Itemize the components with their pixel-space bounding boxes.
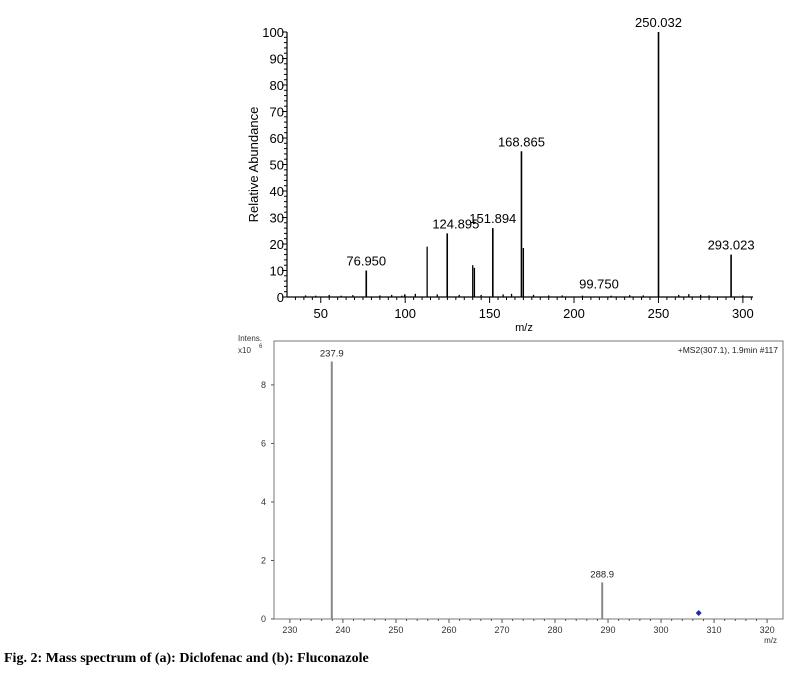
a-y-tick-label: 20 <box>270 237 284 252</box>
b-y-axis-unit-exponent: 6 <box>259 344 263 350</box>
b-x-tick-label: 260 <box>441 625 456 635</box>
a-peak-label: 124.895 <box>432 216 479 231</box>
a-peak-label: 151.894 <box>469 211 516 226</box>
a-y-tick-label: 10 <box>270 264 284 279</box>
a-x-tick-label: 250 <box>648 306 670 321</box>
a-peak-label: 99.750 <box>579 276 619 291</box>
b-x-tick-label: 300 <box>654 625 669 635</box>
b-y-tick-label: 4 <box>261 497 266 507</box>
b-x-tick-label: 230 <box>282 625 297 635</box>
a-y-tick-label: 40 <box>270 184 284 199</box>
b-peak-label: 288.9 <box>590 569 614 580</box>
a-peak-label: 293.023 <box>708 238 755 253</box>
a-peak-label: 168.865 <box>498 134 545 149</box>
b-y-axis-unit: x10 <box>238 346 251 355</box>
b-peak-label: 237.9 <box>320 348 344 359</box>
a-x-axis-label: m/z <box>515 322 533 334</box>
b-x-tick-label: 310 <box>707 625 722 635</box>
a-y-tick-label: 50 <box>270 158 284 173</box>
b-y-tick-label: 6 <box>261 438 266 448</box>
a-y-tick-label: 0 <box>277 290 284 305</box>
b-x-tick-label: 250 <box>388 625 403 635</box>
a-x-tick-label: 200 <box>563 306 585 321</box>
a-y-tick-label: 100 <box>262 25 284 40</box>
a-x-tick-label: 150 <box>479 306 501 321</box>
b-y-tick-label: 2 <box>261 555 266 565</box>
figure-caption: Fig. 2: Mass spectrum of (a): Diclofenac… <box>4 651 369 666</box>
a-y-tick-label: 30 <box>270 211 284 226</box>
a-x-tick-label: 100 <box>394 306 416 321</box>
b-x-axis-label: m/z <box>764 636 777 645</box>
b-scan-annotation: +MS2(307.1), 1.9min #117 <box>678 345 779 355</box>
a-peak-label: 76.950 <box>346 254 386 269</box>
b-plot-frame <box>273 340 784 620</box>
b-x-tick-label: 290 <box>601 625 616 635</box>
b-x-tick-label: 270 <box>494 625 509 635</box>
a-x-tick-label: 50 <box>314 306 328 321</box>
a-y-axis-label: Relative Abundance <box>246 107 261 223</box>
b-precursor-marker <box>695 610 702 616</box>
a-y-tick-label: 90 <box>270 52 284 67</box>
b-x-tick-label: 280 <box>547 625 562 635</box>
b-x-tick-label: 320 <box>760 625 775 635</box>
a-x-tick-label: 300 <box>732 306 754 321</box>
chart-b-fluconazole: 0 2 4 6 8 230 240 250 260 270 280 290 300 310 320 Inten… <box>238 334 784 645</box>
b-x-tick-label: 240 <box>335 625 350 635</box>
a-y-tick-label: 60 <box>270 131 284 146</box>
a-y-tick-label: 70 <box>270 105 284 120</box>
b-y-tick-label: 0 <box>261 614 266 624</box>
chart-a-diclofenac: 0 10 20 30 40 50 60 70 80 90 100 50 100 150 200 250 300 R… <box>246 15 755 334</box>
b-y-axis-label: Intens. <box>238 334 262 343</box>
b-y-tick-label: 8 <box>261 380 266 390</box>
a-y-tick-label: 80 <box>270 78 284 93</box>
a-peak-label: 250.032 <box>635 15 682 30</box>
